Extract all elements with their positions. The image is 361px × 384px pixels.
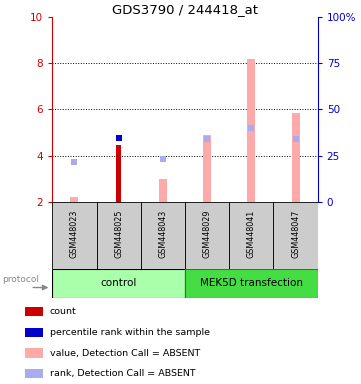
Text: percentile rank within the sample: percentile rank within the sample [50,328,210,337]
Text: rank, Detection Call = ABSENT: rank, Detection Call = ABSENT [50,369,196,378]
Text: value, Detection Call = ABSENT: value, Detection Call = ABSENT [50,349,200,358]
Bar [159,179,167,202]
Text: control: control [100,278,137,288]
Text: GSM448043: GSM448043 [158,210,168,258]
Text: GSM448047: GSM448047 [291,210,300,258]
Bar [141,202,185,269]
Bar [52,269,185,298]
Bar [25,328,43,337]
Text: count: count [50,307,77,316]
Bar [97,202,141,269]
Bar [70,197,78,202]
Bar [229,202,274,269]
Bar [25,307,43,316]
Bar [25,369,43,378]
Bar [247,59,255,202]
Bar [185,269,318,298]
Text: protocol: protocol [3,275,40,284]
Text: GSM448025: GSM448025 [114,210,123,258]
Title: GDS3790 / 244418_at: GDS3790 / 244418_at [112,3,258,16]
Bar [52,202,97,269]
Text: GSM448029: GSM448029 [203,210,212,258]
Bar [203,135,211,202]
Bar [274,202,318,269]
Bar [116,145,121,202]
Text: GSM448023: GSM448023 [70,210,79,258]
Bar [292,113,300,202]
Text: GSM448041: GSM448041 [247,210,256,258]
Bar [25,349,43,358]
Bar [185,202,229,269]
Text: MEK5D transfection: MEK5D transfection [200,278,303,288]
